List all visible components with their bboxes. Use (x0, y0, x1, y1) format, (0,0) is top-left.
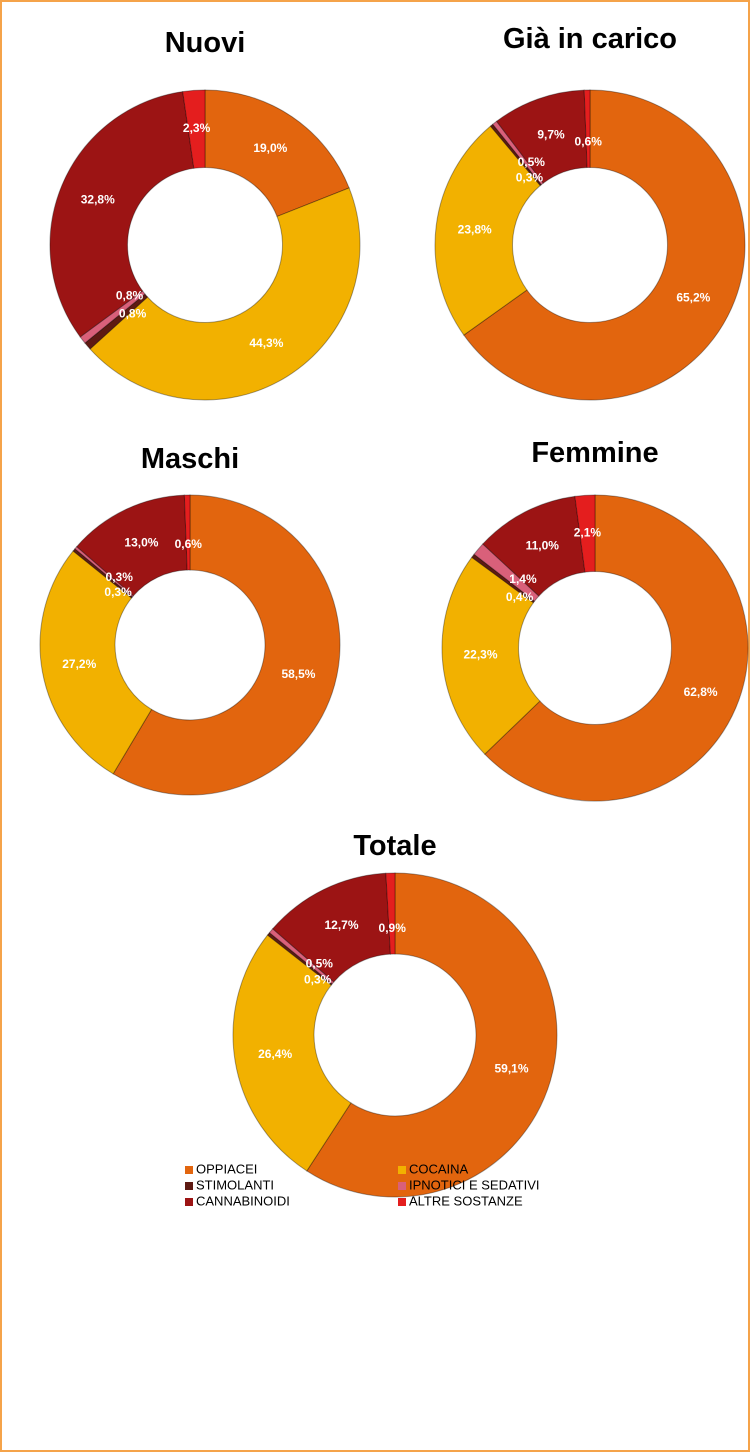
data-label: 23,8% (458, 222, 492, 236)
donut-segment (583, 89, 591, 169)
legend-label: STIMOLANTI (196, 1177, 274, 1192)
data-label: 0,5% (518, 155, 546, 169)
chart-title: Maschi (141, 443, 239, 475)
data-label: 13,0% (124, 536, 158, 550)
data-label: 9,7% (537, 128, 565, 142)
legend-swatch (398, 1166, 406, 1174)
data-label: 0,6% (175, 537, 203, 551)
data-label: 1,4% (509, 572, 537, 586)
legend-swatch (185, 1166, 193, 1174)
donut-segment (79, 290, 146, 344)
data-label: 0,8% (119, 306, 147, 320)
donut-segment (385, 872, 396, 955)
donut-segment (473, 543, 540, 602)
donut-segment (49, 91, 195, 338)
data-label: 0,3% (304, 972, 332, 986)
data-label: 0,4% (506, 590, 534, 604)
legend-label: CANNABINOIDI (196, 1193, 290, 1208)
donut-segment (471, 553, 536, 604)
donut-segment (112, 494, 341, 796)
legend-swatch (185, 1198, 193, 1206)
donut-segment (39, 550, 153, 775)
donut-segment (183, 494, 191, 571)
legend-label: COCAINA (409, 1161, 469, 1176)
data-label: 0,6% (575, 135, 603, 149)
data-label: 0,5% (306, 956, 334, 970)
data-label: 65,2% (676, 290, 710, 304)
data-label: 59,1% (494, 1062, 528, 1076)
donut-segment (441, 556, 541, 755)
donut-segment (495, 89, 588, 184)
data-label: 0,9% (379, 921, 407, 935)
donut-segment (482, 495, 586, 597)
data-label: 44,3% (249, 336, 283, 350)
donut-segment (232, 934, 352, 1172)
chart-title: Femmine (531, 437, 658, 469)
data-label: 11,0% (526, 538, 560, 552)
data-label: 26,4% (258, 1047, 292, 1061)
donut-segment (76, 494, 188, 597)
data-label: 0,8% (116, 289, 144, 303)
donut-segment (89, 187, 361, 401)
donut-segment (574, 494, 596, 573)
chart-title: Già in carico (503, 23, 677, 55)
data-label: 27,2% (62, 657, 96, 671)
data-label: 32,8% (81, 192, 115, 206)
donut-segment (204, 89, 350, 218)
donut-segment (463, 89, 746, 401)
chart-title: Nuovi (165, 27, 246, 59)
legend-swatch (398, 1198, 406, 1206)
donut-segment (268, 928, 335, 985)
donut-segment (182, 89, 206, 169)
data-label: 19,0% (253, 141, 287, 155)
legend-swatch (398, 1182, 406, 1190)
legend-label: IPNOTICI E SEDATIVI (409, 1177, 540, 1192)
data-label: 12,7% (324, 918, 358, 932)
donut-segment (492, 120, 545, 186)
legend-swatch (185, 1182, 193, 1190)
data-label: 2,3% (183, 121, 211, 135)
legend-label: ALTRE SOSTANZE (409, 1193, 523, 1208)
data-label: 62,8% (684, 685, 718, 699)
donut-segment (306, 872, 558, 1198)
donut-segment (272, 872, 391, 983)
data-label: 58,5% (281, 667, 315, 681)
data-label: 0,3% (516, 170, 544, 184)
legend-label: OPPIACEI (196, 1161, 257, 1176)
data-label: 0,3% (104, 585, 132, 599)
donut-segment (484, 494, 749, 802)
donut-segment (434, 125, 541, 336)
data-label: 2,1% (574, 526, 602, 540)
data-label: 0,3% (106, 570, 134, 584)
data-label: 22,3% (463, 648, 497, 662)
chart-title: Totale (353, 830, 436, 862)
